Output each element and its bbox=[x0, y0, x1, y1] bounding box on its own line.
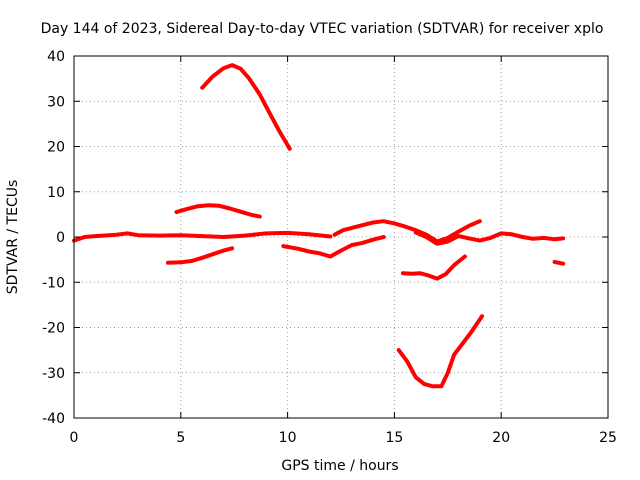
x-tick-label: 10 bbox=[279, 430, 297, 446]
y-tick-label: -40 bbox=[42, 411, 65, 427]
series-arc-6 bbox=[332, 219, 482, 244]
y-tick-label: 40 bbox=[47, 49, 65, 65]
y-tick-label: 30 bbox=[47, 94, 65, 110]
series-arc-9 bbox=[396, 314, 484, 389]
x-tick-label: 15 bbox=[385, 430, 403, 446]
y-tick-label: -20 bbox=[42, 321, 65, 337]
y-tick-label: 20 bbox=[47, 140, 65, 156]
series-arc-2 bbox=[174, 203, 262, 219]
y-axis-label: SDTVAR / TECUs bbox=[5, 180, 21, 295]
x-tick-label: 0 bbox=[70, 430, 79, 446]
x-tick-label: 25 bbox=[599, 430, 617, 446]
series-arc-3 bbox=[72, 230, 333, 243]
y-tick-label: 0 bbox=[56, 230, 65, 246]
series-arc-10 bbox=[552, 259, 566, 266]
series-arc-7 bbox=[413, 230, 566, 246]
series-arc-5 bbox=[281, 235, 386, 259]
y-tick-label: 10 bbox=[47, 185, 65, 201]
y-tick-label: -10 bbox=[42, 275, 65, 291]
ticks: 0 5 10 15 20 25 -40 -30 -20 -10 0 10 20 30 40 bbox=[42, 49, 617, 446]
series-arc-4 bbox=[166, 246, 235, 265]
series-group bbox=[72, 63, 566, 389]
x-axis-label: GPS time / hours bbox=[281, 458, 398, 474]
series-arc-8 bbox=[400, 254, 467, 281]
x-tick-label: 20 bbox=[492, 430, 510, 446]
y-tick-label: -30 bbox=[42, 366, 65, 382]
chart-title: Day 144 of 2023, Sidereal Day-to-day VTE… bbox=[41, 21, 604, 37]
x-tick-label: 5 bbox=[176, 430, 185, 446]
series-arc-1 bbox=[200, 63, 292, 151]
